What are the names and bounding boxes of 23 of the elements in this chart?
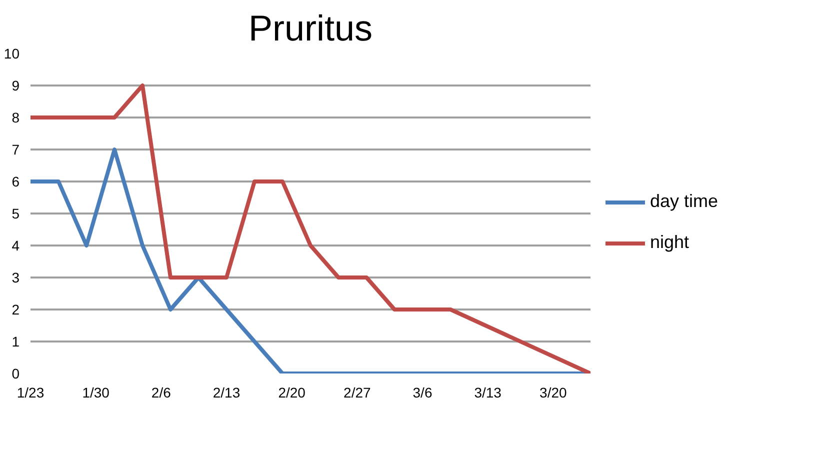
legend-label: night <box>650 232 690 253</box>
y-tick-label: 10 <box>4 46 20 62</box>
x-tick-label: 2/13 <box>212 384 240 400</box>
y-tick-label: 2 <box>12 302 20 318</box>
x-tick-label: 1/23 <box>16 384 44 400</box>
legend-label: day time <box>650 191 720 212</box>
x-tick-label: 3/6 <box>412 384 432 400</box>
y-tick-label: 7 <box>12 142 20 158</box>
y-tick-label: 0 <box>12 366 20 382</box>
x-tick-label: 1/30 <box>82 384 110 400</box>
y-tick-label: 3 <box>12 270 20 286</box>
y-tick-label: 9 <box>12 78 20 94</box>
y-tick-label: 5 <box>12 206 20 222</box>
x-tick-label: 2/27 <box>344 384 372 400</box>
y-tick-label: 6 <box>12 174 20 190</box>
chart-title: Pruritus <box>248 8 373 48</box>
y-tick-label: 4 <box>12 238 20 254</box>
x-tick-label: 2/6 <box>151 384 172 400</box>
y-tick-label: 8 <box>12 110 20 126</box>
y-tick-label: 1 <box>12 334 20 350</box>
x-tick-label: 2/20 <box>278 384 306 400</box>
x-tick-label: 3/13 <box>474 384 502 400</box>
x-tick-label: 3/20 <box>540 384 568 400</box>
